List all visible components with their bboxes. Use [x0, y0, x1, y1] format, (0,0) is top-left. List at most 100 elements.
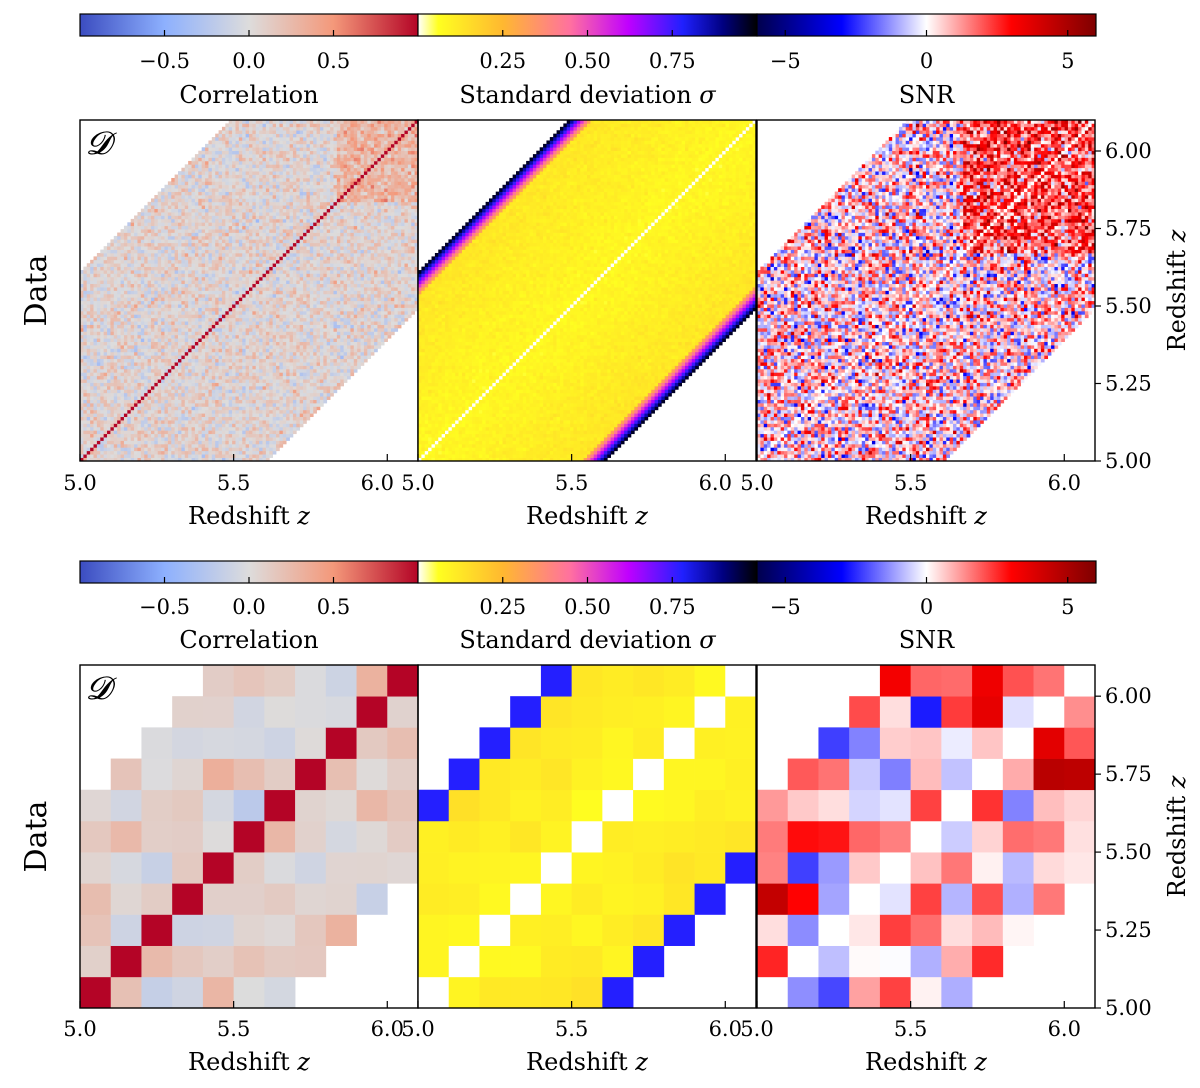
heatmap-cell [181, 331, 185, 335]
heatmap-cell [259, 434, 263, 438]
heatmap-cell [185, 335, 189, 339]
heatmap-cell [104, 291, 108, 295]
heatmap-cell [252, 127, 256, 131]
heatmap-cell [239, 301, 243, 305]
heatmap-cell [249, 243, 253, 247]
heatmap-cell [256, 304, 260, 308]
heatmap-cell [205, 427, 209, 431]
heatmap-cell [269, 342, 273, 346]
heatmap-cell [259, 209, 263, 213]
heatmap-cell [239, 393, 243, 397]
heatmap-cell [192, 209, 196, 213]
heatmap-cell [154, 318, 158, 322]
heatmap-cell [83, 352, 87, 356]
heatmap-cell [273, 434, 277, 438]
heatmap-cell [165, 444, 169, 448]
heatmap-cell [229, 338, 233, 342]
heatmap-cell [171, 267, 175, 271]
heatmap-cell [175, 226, 179, 230]
heatmap-cell [168, 417, 172, 421]
heatmap-cell [256, 280, 260, 284]
heatmap-cell [117, 331, 121, 335]
heatmap-cell [246, 301, 250, 305]
heatmap-cell [100, 417, 104, 421]
heatmap-cell [97, 314, 101, 318]
heatmap-cell [249, 147, 253, 151]
heatmap-cell [168, 277, 172, 281]
heatmap-cell [158, 215, 162, 219]
heatmap-cell [161, 308, 165, 312]
heatmap-cell [97, 406, 101, 410]
heatmap-cell [168, 383, 172, 387]
heatmap-cell [168, 430, 172, 434]
heatmap-cell [175, 175, 179, 179]
heatmap-cell [239, 403, 243, 407]
heatmap-cell [205, 393, 209, 397]
heatmap-cell [175, 192, 179, 196]
heatmap-cell [276, 369, 280, 373]
heatmap-cell [246, 280, 250, 284]
heatmap-cell [263, 185, 267, 189]
heatmap-cell [192, 376, 196, 380]
heatmap-cell [263, 219, 267, 223]
heatmap-cell [252, 352, 256, 356]
heatmap-cell [137, 243, 141, 247]
heatmap-cell [279, 294, 283, 298]
heatmap-cell [266, 222, 270, 226]
heatmap-cell [198, 348, 202, 352]
heatmap-cell [215, 277, 219, 281]
heatmap-cell [165, 291, 169, 295]
heatmap-cell [229, 318, 233, 322]
heatmap-cell [144, 444, 148, 448]
heatmap-cell [195, 294, 199, 298]
heatmap-cell [131, 239, 135, 243]
heatmap-cell [148, 444, 152, 448]
heatmap-cell [158, 335, 162, 339]
heatmap-cell [195, 331, 199, 335]
heatmap-cell [273, 185, 277, 189]
heatmap-cell [215, 215, 219, 219]
heatmap-cell [266, 229, 270, 233]
heatmap-cell [276, 447, 280, 451]
heatmap-cell [148, 410, 152, 414]
heatmap-cell [239, 215, 243, 219]
heatmap-cell [131, 328, 135, 332]
heatmap-cell [154, 393, 158, 397]
heatmap-cell [181, 236, 185, 240]
heatmap-cell [215, 308, 219, 312]
heatmap-cell [124, 294, 128, 298]
heatmap-cell [232, 393, 236, 397]
heatmap-cell [266, 454, 270, 458]
heatmap-cell [161, 427, 165, 431]
heatmap-cell [124, 301, 128, 305]
heatmap-cell [171, 369, 175, 373]
heatmap-cell [90, 359, 94, 363]
heatmap-cell [114, 427, 118, 431]
heatmap-cell [273, 209, 277, 213]
heatmap-cell [168, 437, 172, 441]
heatmap-cell [242, 219, 246, 223]
heatmap-cell [212, 280, 216, 284]
heatmap-cell [208, 229, 212, 233]
heatmap-cell [273, 158, 277, 162]
heatmap-cell [212, 437, 216, 441]
heatmap-cell [127, 437, 131, 441]
heatmap-cell [87, 400, 91, 404]
heatmap-cell [127, 352, 131, 356]
heatmap-cell [148, 215, 152, 219]
heatmap-cell [208, 287, 212, 291]
heatmap-cell [127, 314, 131, 318]
heatmap-cell [137, 413, 141, 417]
heatmap-cell [161, 188, 165, 192]
heatmap-cell [276, 437, 280, 441]
heatmap-cell [222, 304, 226, 308]
heatmap-cell [276, 202, 280, 206]
heatmap-cell [188, 304, 192, 308]
heatmap-cell [249, 389, 253, 393]
heatmap-cell [266, 137, 270, 141]
heatmap-cell [195, 280, 199, 284]
heatmap-cell [94, 420, 98, 424]
heatmap-cell [185, 362, 189, 366]
heatmap-cell [178, 284, 182, 288]
heatmap-cell [259, 226, 263, 230]
